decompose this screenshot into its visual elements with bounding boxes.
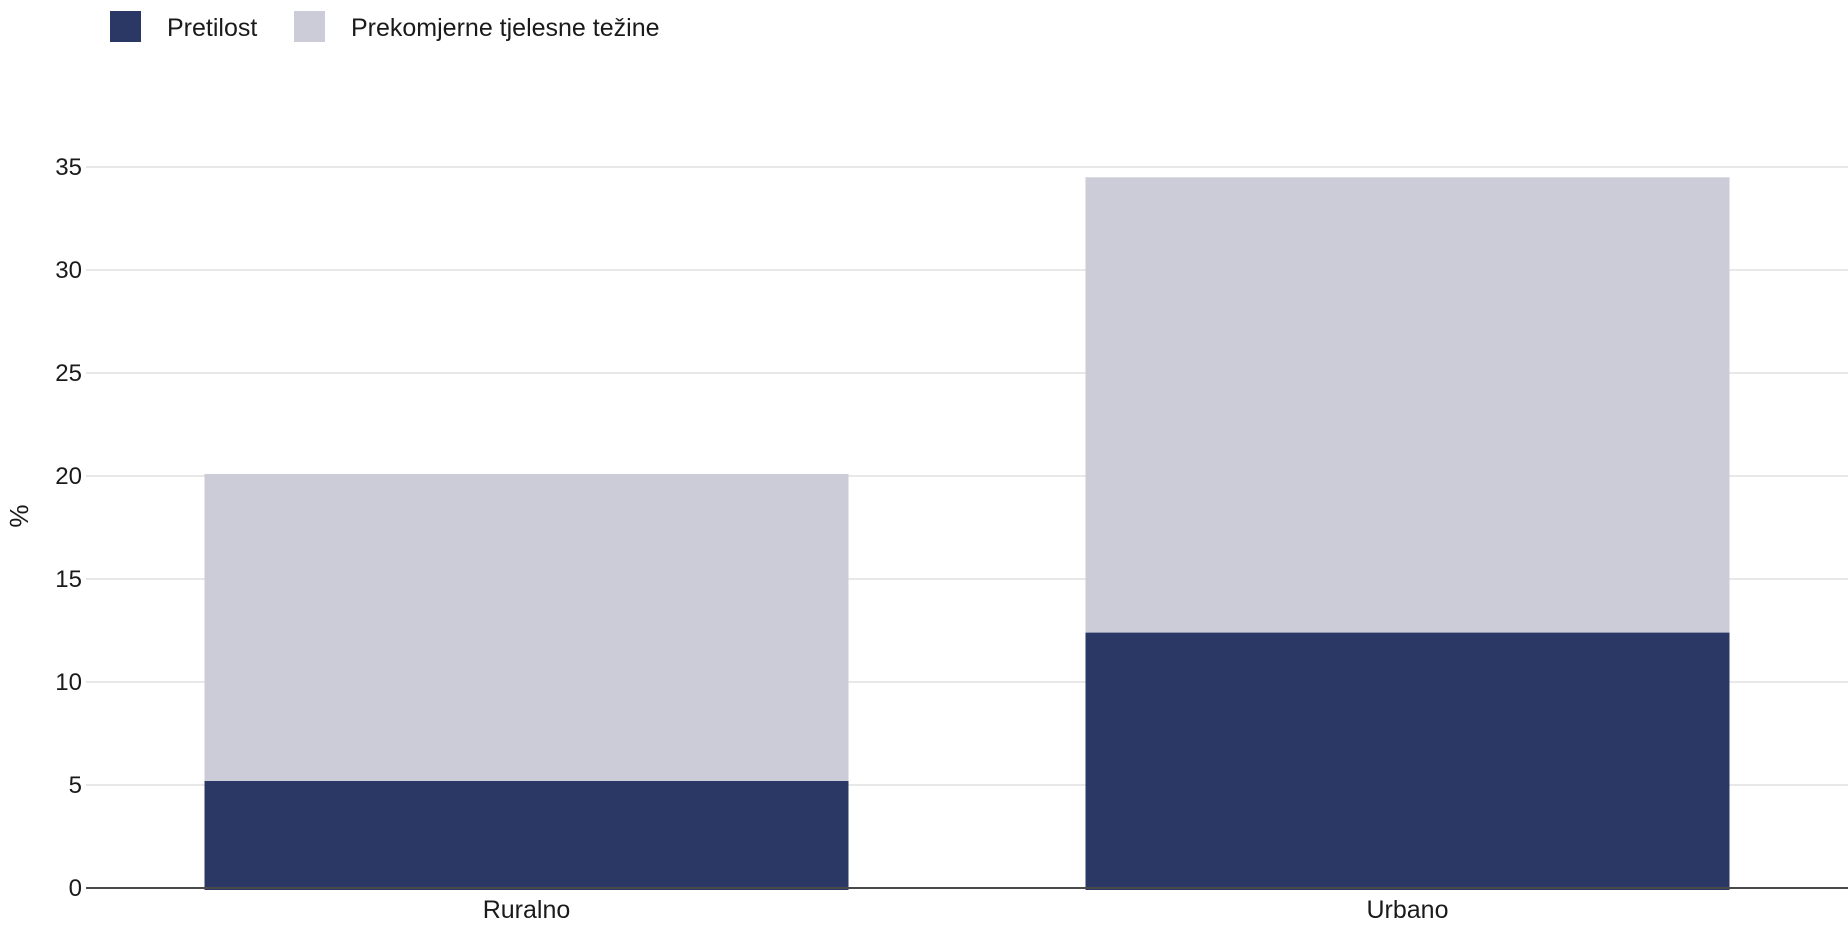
bar-ruralno-series-0 — [204, 780, 849, 890]
bar-urbano-series-0 — [1085, 632, 1730, 890]
legend-label: Pretilost — [167, 14, 257, 42]
y-tick-label: 25 — [55, 360, 82, 387]
x-category-label: Urbano — [1367, 896, 1449, 924]
y-tick-label: 0 — [69, 875, 82, 902]
legend: Pretilost Prekomjerne tjelesne težine — [110, 11, 660, 42]
bar-urbano-series-1 — [1085, 177, 1730, 633]
bars — [204, 177, 1730, 890]
legend-label: Prekomjerne tjelesne težine — [351, 14, 660, 42]
legend-swatch — [110, 11, 141, 42]
y-tick-label: 5 — [69, 772, 82, 799]
bar-ruralno-series-1 — [204, 473, 849, 781]
y-tick-label: 15 — [55, 566, 82, 593]
legend-swatch — [294, 11, 325, 42]
x-category-label: Ruralno — [483, 896, 571, 924]
y-tick-label: 10 — [55, 669, 82, 696]
y-axis: 0 5 10 15 20 25 30 35 — [55, 154, 82, 902]
y-tick-label: 20 — [55, 463, 82, 490]
x-axis: Ruralno Urbano — [86, 887, 1848, 924]
y-tick-label: 35 — [55, 154, 82, 181]
y-tick-label: 30 — [55, 257, 82, 284]
y-axis-title: % — [4, 504, 34, 527]
